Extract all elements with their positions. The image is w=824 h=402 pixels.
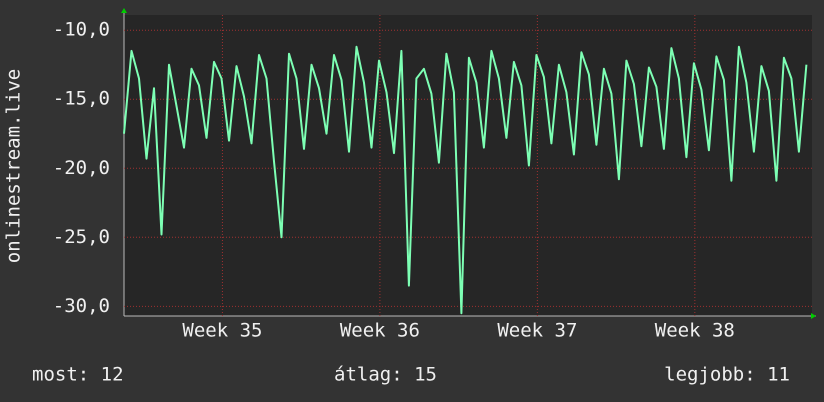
y-axis-label: onlinestream.live [3,69,25,263]
x-tick-label: Week 35 [182,320,262,342]
y-arrow [121,8,127,13]
y-tick-label: -15,0 [53,88,110,110]
footer-best: legjobb: 11 [664,364,790,386]
x-tick-label: Week 36 [340,320,420,342]
y-tick-label: -10,0 [53,19,110,41]
x-tick-label: Week 37 [497,320,577,342]
footer-average: átlag: 15 [334,364,437,386]
x-arrow [811,313,816,319]
y-tick-label: -30,0 [53,295,110,317]
y-tick-label: -20,0 [53,157,110,179]
x-tick-label: Week 38 [655,320,735,342]
data-line [123,45,808,315]
y-tick-label: -25,0 [53,226,110,248]
footer-current: most: 12 [32,364,124,386]
